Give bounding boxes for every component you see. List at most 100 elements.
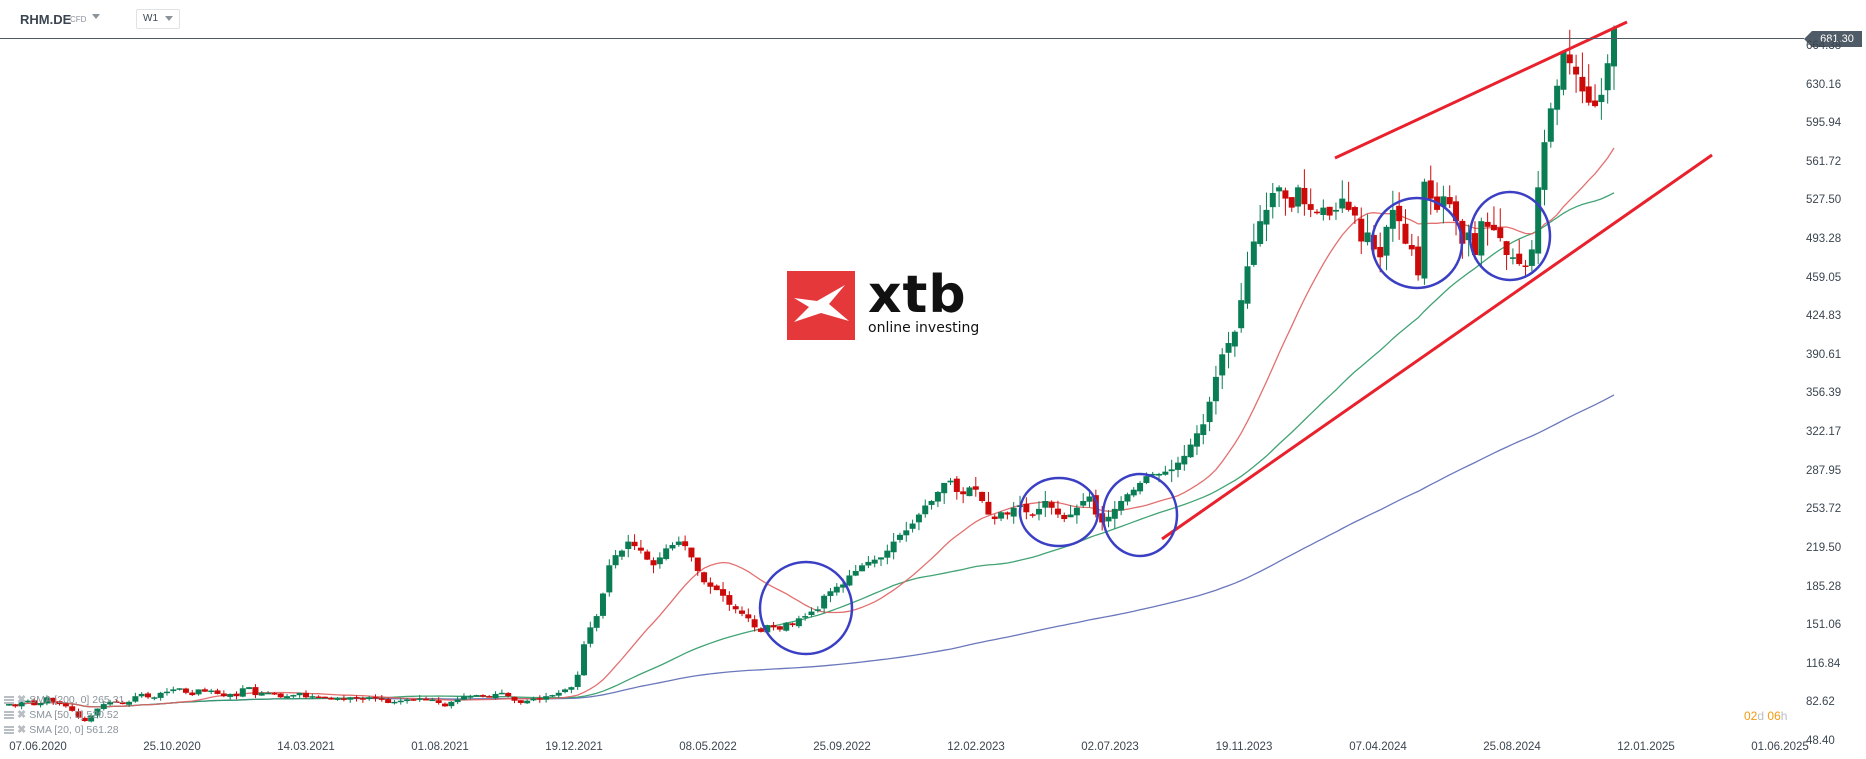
candle-body [663, 548, 670, 560]
candle-countdown: 02d 06h [1744, 709, 1787, 723]
candle-body [1257, 221, 1264, 244]
y-tick-label: 219.50 [1806, 541, 1842, 554]
candle-body [486, 696, 493, 698]
candle-body [296, 692, 303, 696]
candle-body [814, 609, 821, 611]
candle-body [498, 692, 505, 695]
candle-body [195, 689, 202, 695]
candle-body [656, 557, 663, 565]
sma-200-line [8, 394, 1615, 708]
y-tick-label: 630.16 [1806, 78, 1842, 91]
settings-icon[interactable] [4, 710, 14, 719]
candle-body [1528, 249, 1535, 266]
highlight-circle [1018, 476, 1100, 548]
candle-body [1295, 187, 1302, 207]
candle-body [808, 611, 815, 615]
candle-body [208, 690, 215, 693]
candle-body [107, 701, 114, 705]
chevron-down-icon[interactable] [92, 14, 100, 19]
candle-body [138, 693, 145, 697]
candle-body [1377, 246, 1384, 258]
candle-body [1541, 142, 1548, 190]
candle-body [1162, 471, 1169, 475]
countdown-hours: 06 [1767, 709, 1781, 723]
candle-body [277, 693, 284, 698]
legend-sma-200[interactable]: ✖ SMA [200, 0] 265.31 [4, 693, 124, 706]
candle-body [328, 697, 335, 700]
candle-body [1130, 489, 1137, 496]
candle-body [1080, 500, 1087, 506]
legend-sma-50[interactable]: ✖ SMA [50, 0] 520.52 [4, 708, 119, 721]
candle-body [1118, 500, 1125, 511]
candle-body [214, 690, 221, 694]
close-icon[interactable]: ✖ [17, 724, 27, 736]
candle-body [909, 523, 916, 529]
x-tick-label: 14.03.2021 [277, 741, 335, 753]
candle-body [397, 700, 404, 703]
candle-body [429, 699, 436, 702]
highlight-circle [1101, 472, 1179, 558]
candle-body [290, 695, 297, 697]
y-tick-label: 527.50 [1806, 194, 1842, 207]
x-tick-label: 01.06.2025 [1751, 741, 1809, 753]
candle-body [960, 491, 967, 495]
x-tick-label: 07.06.2020 [9, 741, 67, 753]
candle-body [1402, 223, 1409, 244]
candle-body [359, 698, 366, 700]
close-icon[interactable]: ✖ [17, 709, 27, 721]
candle-body [852, 570, 859, 576]
candle-body [12, 704, 19, 707]
candle-body [473, 695, 480, 697]
close-icon[interactable]: ✖ [17, 694, 27, 706]
candle-body [163, 691, 170, 694]
candle-body [934, 491, 941, 502]
chart-toolbar: RHM.DE CFD W1 [0, 0, 1866, 38]
candle-body [1471, 233, 1478, 256]
y-tick-label: 390.61 [1806, 348, 1842, 361]
countdown-hours-unit: h [1780, 709, 1788, 723]
candle-body [783, 622, 790, 631]
settings-icon[interactable] [4, 725, 14, 734]
candle-body [1250, 241, 1257, 265]
candle-body [1023, 503, 1030, 513]
y-tick-label: 664.38 [1806, 39, 1842, 52]
y-tick-label: 595.94 [1806, 117, 1842, 130]
candle-body [18, 701, 25, 707]
candle-body [524, 700, 531, 704]
settings-icon[interactable] [4, 695, 14, 704]
candle-body [1566, 54, 1573, 64]
candle-body [220, 693, 227, 697]
timeframe-select[interactable]: W1 [136, 9, 180, 29]
candle-body [1143, 476, 1150, 483]
candle-body [315, 696, 322, 699]
candle-body [227, 693, 234, 697]
candle-body [100, 704, 107, 709]
candle-body [1326, 206, 1333, 216]
candle-body [1168, 469, 1175, 472]
candle-body [467, 696, 474, 698]
candle-body [802, 616, 809, 618]
candle-body [890, 541, 897, 553]
candle-body [1212, 376, 1219, 402]
legend-sma-20[interactable]: ✖ SMA [20, 0] 561.28 [4, 723, 119, 736]
candle-body [1459, 220, 1466, 244]
candle-body [840, 584, 847, 588]
candle-body [505, 692, 512, 697]
upper-trendline [1334, 20, 1628, 160]
candle-body [391, 701, 398, 704]
legend-label: SMA [200, 0] 265.31 [29, 693, 125, 706]
candle-body [1206, 401, 1213, 423]
candle-body [682, 541, 689, 547]
symbol-label[interactable]: RHM.DE [20, 12, 72, 27]
candle-body [1004, 512, 1011, 515]
candle-body [1314, 211, 1321, 214]
candle-body [675, 541, 682, 545]
countdown-days-unit: d [1757, 709, 1765, 723]
y-tick-label: 253.72 [1806, 503, 1842, 516]
candle-body [1124, 494, 1131, 502]
candle-body [366, 697, 373, 700]
candle-body [941, 482, 948, 494]
candle-body [1383, 226, 1390, 256]
candle-body [410, 699, 417, 701]
